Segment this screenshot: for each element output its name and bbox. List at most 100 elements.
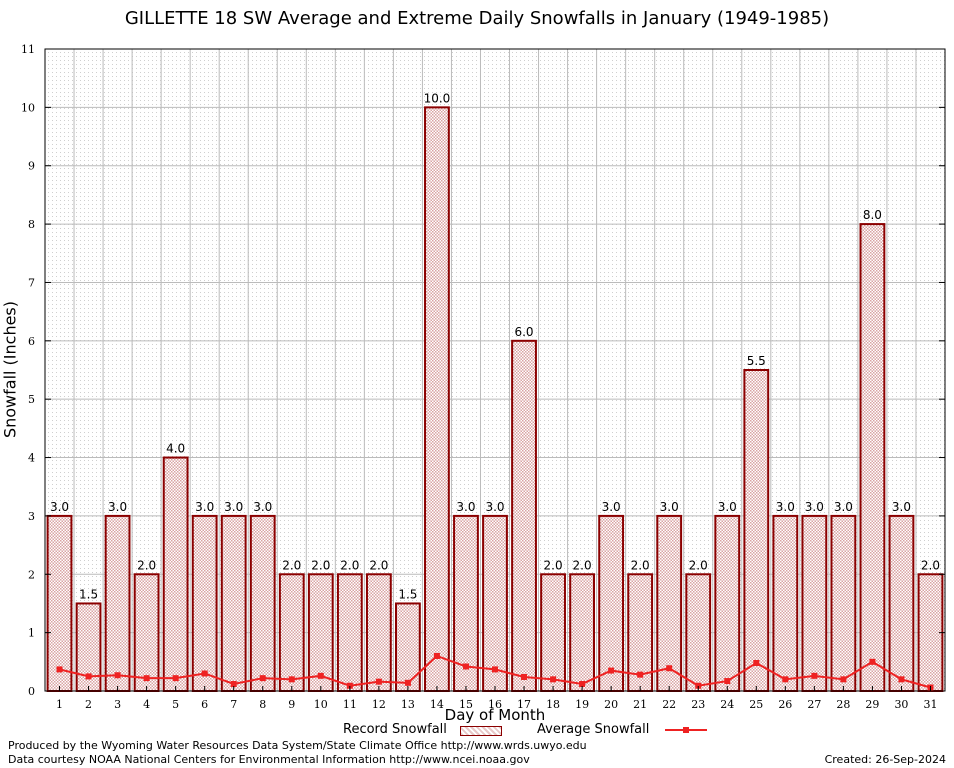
x-tick-label: 22 (662, 698, 676, 711)
bar-value-label: 2.0 (573, 558, 592, 572)
x-tick-label: 5 (172, 698, 179, 711)
y-tick-label: 10 (21, 101, 35, 114)
legend-average-swatch (665, 727, 707, 733)
x-tick-label: 4 (143, 698, 150, 711)
record-bar (191, 514, 218, 693)
bar-value-label: 1.5 (398, 587, 417, 601)
x-tick-label: 15 (459, 698, 473, 711)
x-tick-label: 10 (314, 698, 328, 711)
record-bar (888, 514, 915, 693)
record-bar (336, 573, 363, 692)
x-tick-label: 23 (691, 698, 705, 711)
record-bar (685, 573, 712, 692)
bar-value-label: 6.0 (514, 325, 533, 339)
record-bar (424, 106, 450, 692)
legend-average-label: Average Snowfall (537, 722, 650, 737)
x-tick-label: 14 (430, 698, 444, 711)
average-point (869, 658, 876, 665)
bar-value-label: 2.0 (921, 558, 940, 572)
x-tick-label: 21 (633, 698, 647, 711)
average-point (433, 652, 440, 659)
y-tick-label: 7 (28, 276, 35, 289)
record-bar (656, 514, 683, 693)
record-bar (395, 602, 421, 692)
y-tick-label: 2 (28, 568, 35, 581)
record-bar (801, 514, 828, 693)
footer-data-source: Data courtesy NOAA National Centers for … (8, 753, 530, 766)
average-point (56, 666, 63, 673)
x-tick-label: 2 (85, 698, 92, 711)
record-bar (220, 514, 247, 693)
bar-value-label: 3.0 (485, 500, 504, 514)
bar-value-label: 2.0 (282, 558, 301, 572)
bar-value-label: 5.5 (747, 354, 766, 368)
x-tick-label: 31 (923, 698, 937, 711)
average-point (637, 671, 644, 678)
record-bar (540, 573, 566, 692)
bar-value-label: 3.0 (108, 500, 127, 514)
x-tick-label: 9 (288, 698, 295, 711)
average-point (143, 675, 150, 682)
y-tick-label: 11 (21, 43, 35, 56)
y-tick-label: 6 (28, 335, 35, 348)
x-tick-label: 18 (546, 698, 560, 711)
x-axis-label: Day of Month (444, 706, 546, 724)
x-tick-label: 3 (114, 698, 121, 711)
average-point (579, 680, 586, 687)
bar-value-label: 3.0 (456, 500, 475, 514)
bar-value-label: 1.5 (79, 587, 98, 601)
average-point (317, 672, 324, 679)
y-tick-label: 8 (28, 218, 35, 231)
record-bar (714, 514, 741, 693)
average-point (492, 666, 498, 673)
y-tick-label: 3 (28, 510, 35, 523)
y-tick-label: 5 (28, 393, 35, 406)
record-bar (104, 514, 131, 693)
bar-value-label: 3.0 (602, 500, 621, 514)
bar-value-label: 2.0 (340, 558, 359, 572)
y-tick-label: 4 (28, 452, 35, 465)
x-tick-label: 8 (259, 698, 266, 711)
x-tick-label: 27 (807, 698, 821, 711)
x-tick-label: 7 (230, 698, 237, 711)
average-point (85, 673, 92, 680)
footer-created-date: Created: 26-Sep-2024 (824, 753, 946, 766)
record-bar (772, 514, 799, 693)
record-bar (162, 456, 189, 692)
average-point (753, 659, 760, 666)
legend-record-label: Record Snowfall (343, 722, 447, 737)
y-axis-label: Snowfall (Inches) (0, 300, 20, 439)
average-point (898, 676, 905, 683)
bar-value-label: 3.0 (50, 500, 69, 514)
x-tick-label: 13 (401, 698, 415, 711)
x-tick-label: 20 (604, 698, 618, 711)
bar-value-label: 2.0 (137, 558, 156, 572)
record-bars: 3.0 1.5 3.0 2.0 4.0 3.0 3.0 3.0 2.0 2.0 2.0 2.0 1.5 1… (46, 91, 944, 693)
chart-title: GILLETTE 18 SW Average and Extreme Daily… (124, 8, 830, 29)
bar-value-label: 3.0 (718, 500, 737, 514)
x-tick-label: 16 (488, 698, 502, 711)
record-bar (569, 573, 595, 692)
average-point (724, 678, 731, 685)
record-bar (743, 369, 770, 692)
average-point (695, 682, 702, 689)
bar-value-label: 2.0 (311, 558, 330, 572)
bar-value-label: 3.0 (195, 500, 214, 514)
average-point (172, 675, 179, 682)
x-tick-label: 17 (517, 698, 531, 711)
average-point (375, 678, 382, 685)
x-tick-label: 26 (778, 698, 792, 711)
bar-value-label: 3.0 (805, 500, 824, 514)
bar-value-label: 3.0 (776, 500, 795, 514)
record-bar (598, 514, 625, 693)
record-bar (133, 573, 160, 692)
bar-value-label: 2.0 (369, 558, 388, 572)
record-bar (511, 339, 537, 692)
bar-value-label: 4.0 (166, 442, 185, 456)
x-tick-label: 6 (201, 698, 208, 711)
x-tick-label: 30 (894, 698, 908, 711)
bar-value-label: 3.0 (224, 500, 243, 514)
x-tick-label: 29 (865, 698, 879, 711)
record-bar (278, 573, 305, 692)
average-point (114, 672, 121, 679)
